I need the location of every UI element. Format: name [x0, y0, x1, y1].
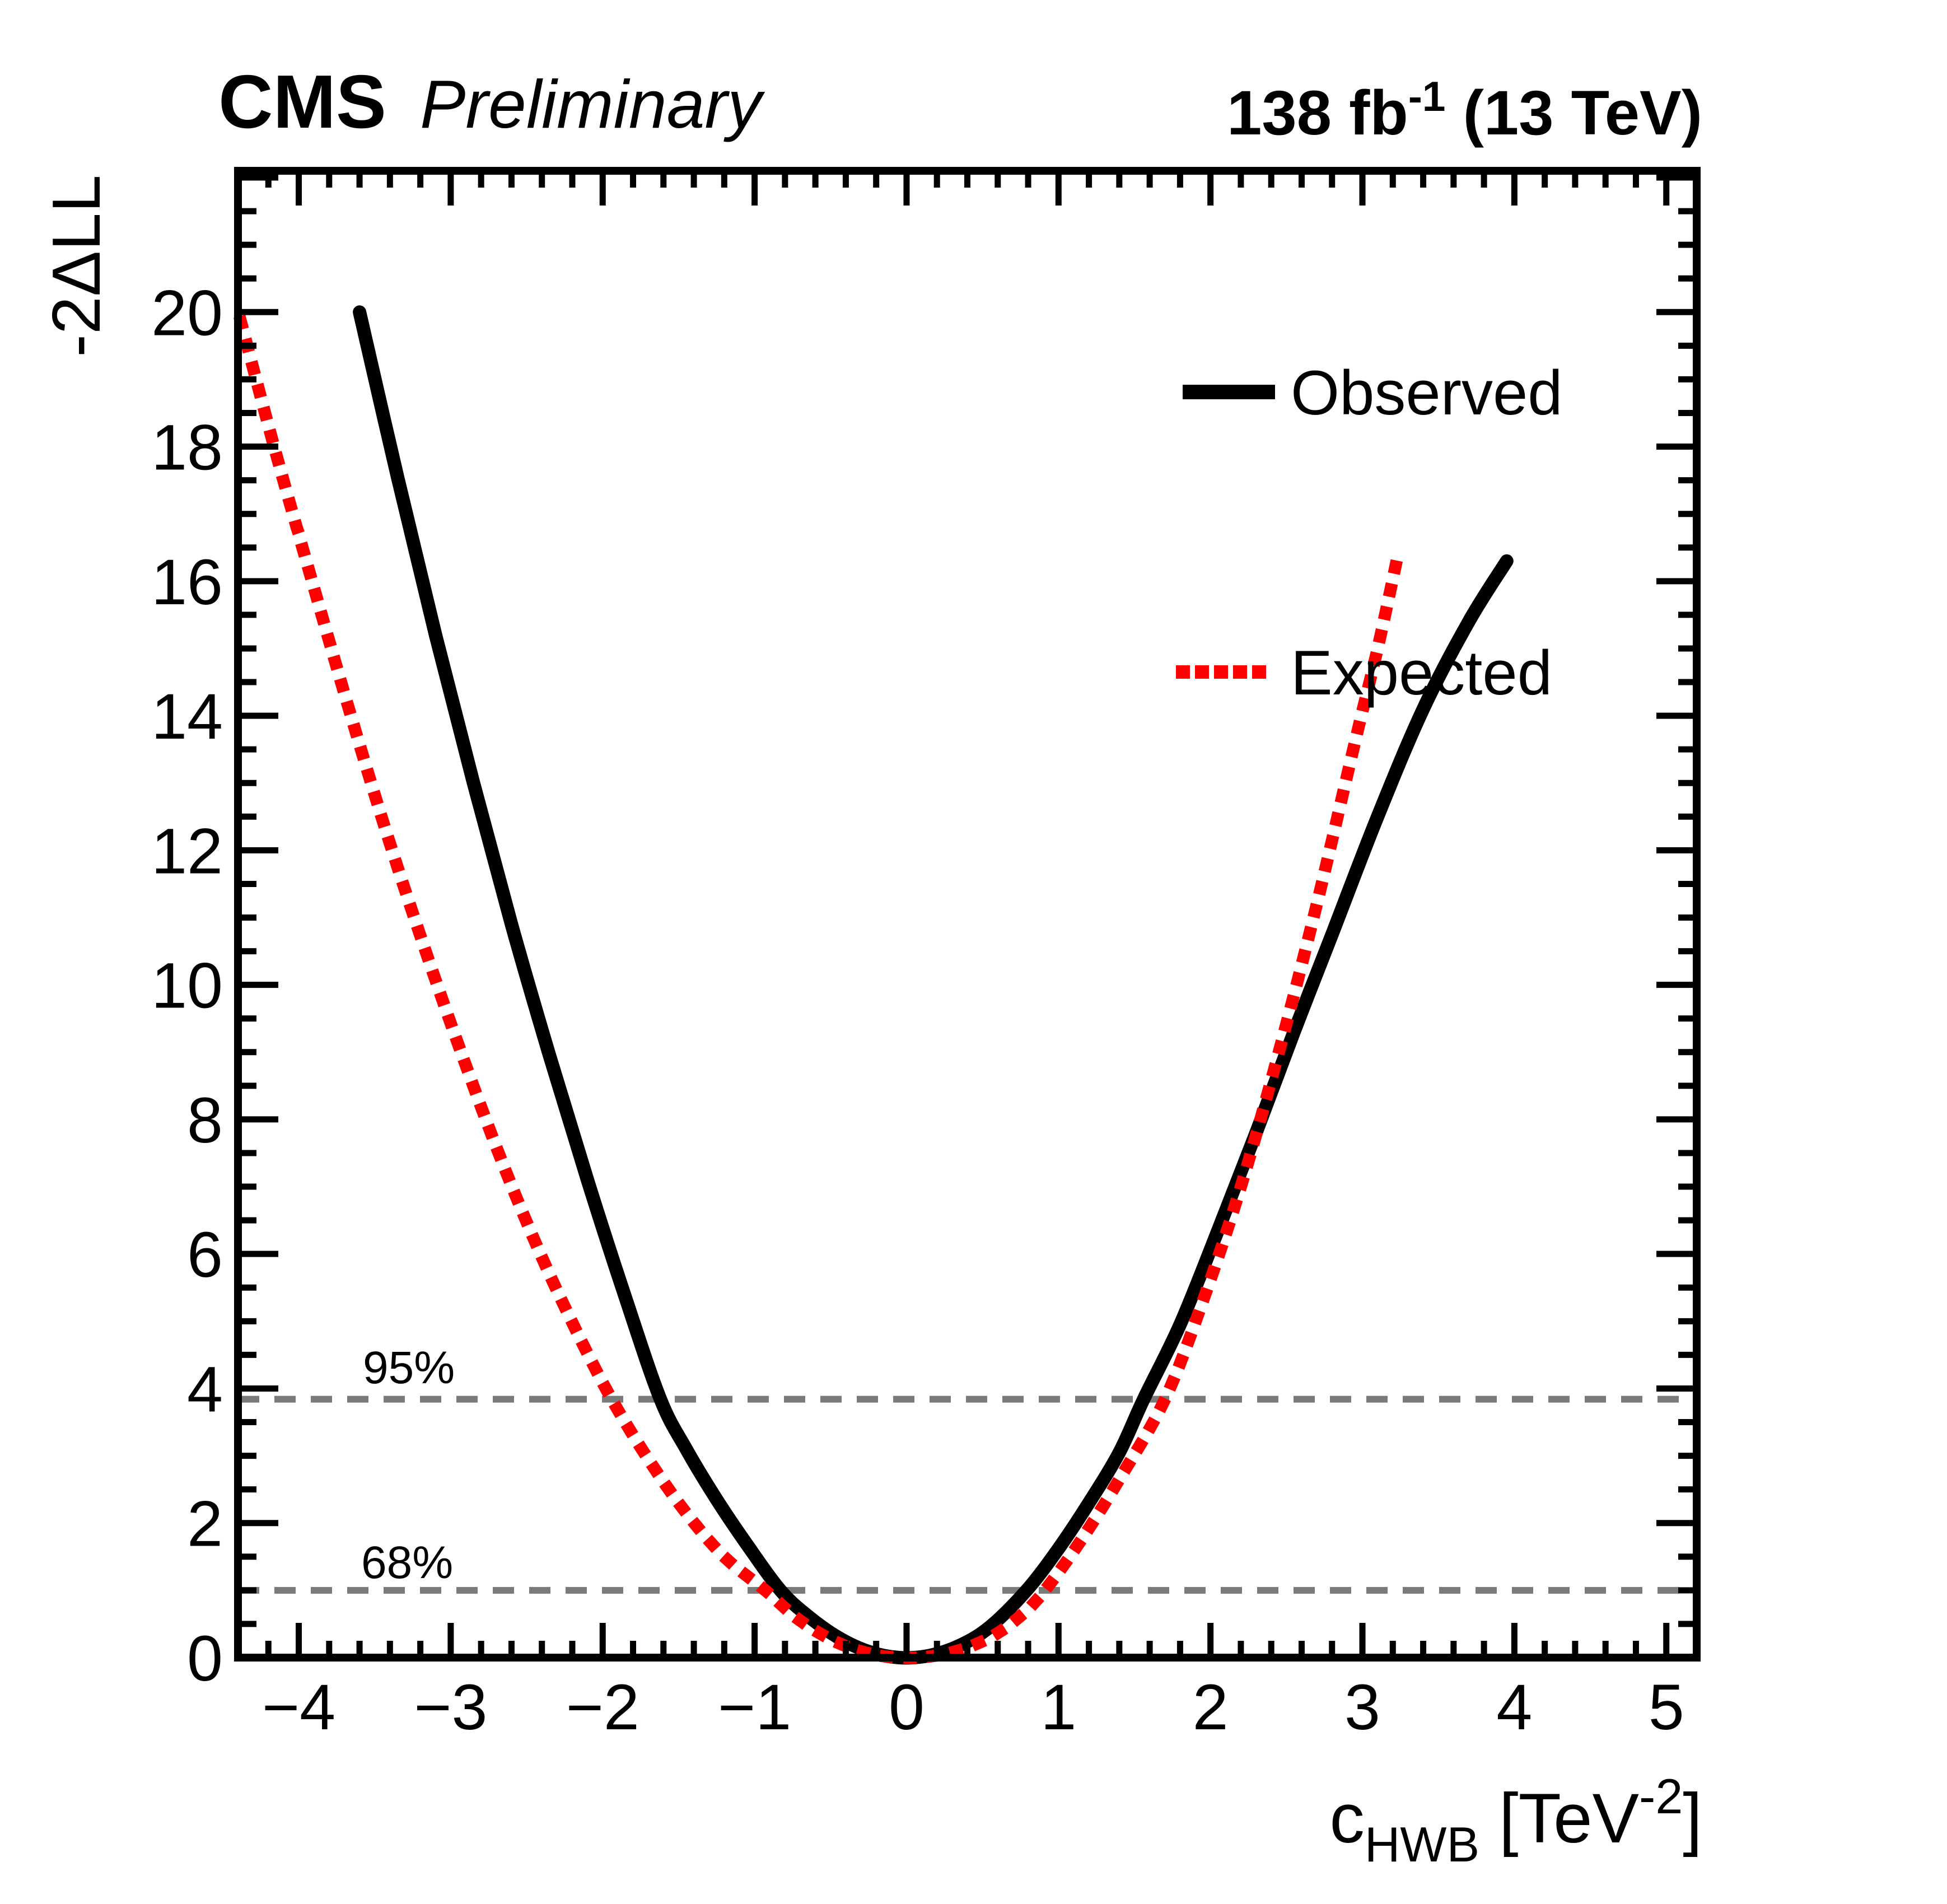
confidence-lines-layer	[238, 1396, 1697, 1594]
status-label: Preliminary	[420, 66, 765, 142]
x-tick-label: −3	[414, 1672, 487, 1743]
x-tick-label: −2	[566, 1672, 639, 1743]
y-tick-label: 18	[151, 412, 223, 484]
legend-expected-label: Expected	[1291, 638, 1552, 708]
luminosity-label: 138 fb-1 (13 TeV)	[1227, 73, 1702, 148]
y-tick-label: 20	[151, 277, 223, 349]
legend-observed-label: Observed	[1291, 358, 1563, 428]
x-tick-label: 2	[1193, 1672, 1229, 1743]
x-tick-label: 3	[1344, 1672, 1380, 1743]
x-tick-label: −4	[262, 1672, 335, 1743]
y-tick-label: 10	[151, 950, 223, 1022]
y-tick-label: 4	[187, 1354, 223, 1425]
expected-curve	[233, 314, 1405, 1664]
y-tick-label: 2	[187, 1488, 223, 1560]
x-axis-title: cHWB [TeV-2]	[1329, 1768, 1702, 1872]
experiment-label: CMS	[218, 59, 386, 144]
plot-frame	[234, 167, 1701, 1662]
x-tick-label: −1	[718, 1672, 791, 1743]
y-tick-label: 16	[151, 547, 223, 618]
x-tick-label: 5	[1649, 1672, 1684, 1743]
y-tick-label: 12	[151, 815, 223, 887]
legend: Observed Expected	[1176, 358, 1563, 708]
curves-layer	[233, 305, 1514, 1665]
x-tick-label: 1	[1040, 1672, 1076, 1743]
cl-95-label: 95%	[363, 1342, 455, 1393]
y-tick-label: 6	[187, 1219, 223, 1291]
x-tick-label: 0	[889, 1672, 925, 1743]
x-tick-label: 4	[1496, 1672, 1532, 1743]
y-axis-title: -2ΔLL	[38, 175, 114, 357]
cl-68-label: 68%	[361, 1537, 453, 1588]
y-tick-label: 14	[151, 681, 223, 753]
observed-curve	[353, 305, 1514, 1665]
y-tick-label: 0	[187, 1623, 223, 1695]
y-tick-label: 8	[187, 1085, 223, 1156]
